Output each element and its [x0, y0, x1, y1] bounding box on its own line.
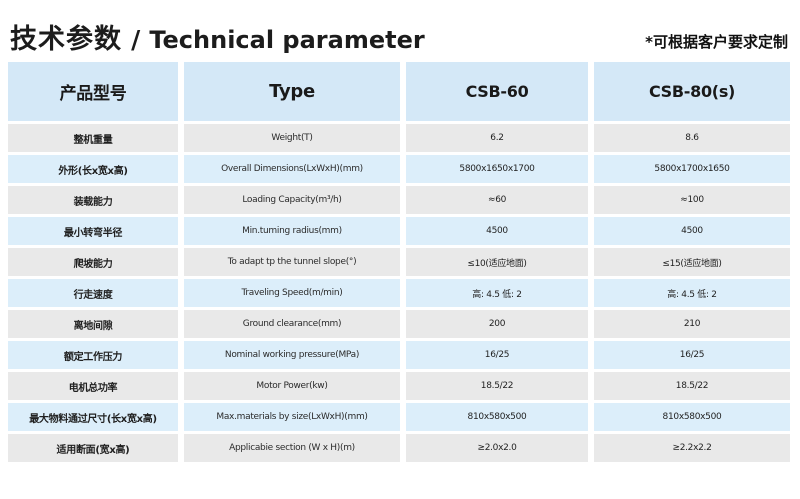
cell-parameter-name-cn: 离地间隙 — [8, 310, 178, 338]
cell-value-csb80: 210 — [594, 310, 790, 338]
table-header-row: 产品型号 Type CSB-60 CSB-80(s) — [8, 62, 790, 121]
cell-value-csb80: ≤15(适应地面) — [594, 248, 790, 276]
cell-parameter-name-en: Traveling Speed(m/min) — [184, 279, 400, 307]
page-header: 技术参数 / Technical parameter *可根据客户要求定制 — [0, 0, 800, 56]
table-row: 适用断面(宽x高) Applicabie section (W x H)(m) ≥2… — [8, 434, 790, 462]
cell-value-csb60: 18.5/22 — [406, 372, 588, 400]
cell-parameter-name-cn: 电机总功率 — [8, 372, 178, 400]
page-title-separator: / — [131, 25, 141, 54]
parameter-table: 产品型号 Type CSB-60 CSB-80(s) 整机重量 Weight(T)… — [0, 56, 800, 462]
cell-parameter-name-cn: 装载能力 — [8, 186, 178, 214]
cell-value-csb60: 6.2 — [406, 124, 588, 152]
cell-parameter-name-en: Motor Power(kw) — [184, 372, 400, 400]
page-title-cn: 技术参数 — [10, 24, 122, 55]
cell-parameter-name-en: To adapt tp the tunnel slope(°) — [184, 248, 400, 276]
cell-value-csb60: ≤10(适应地面) — [406, 248, 588, 276]
table-body: 整机重量 Weight(T) 6.2 8.6 外形(长x宽x高) Overall Dime… — [8, 124, 790, 462]
header-cell-type: Type — [184, 62, 400, 121]
table-row: 整机重量 Weight(T) 6.2 8.6 — [8, 124, 790, 152]
cell-value-csb80: 16/25 — [594, 341, 790, 369]
cell-value-csb60: ≥2.0x2.0 — [406, 434, 588, 462]
cell-parameter-name-en: Ground clearance(mm) — [184, 310, 400, 338]
cell-parameter-name-cn: 行走速度 — [8, 279, 178, 307]
table-row: 电机总功率 Motor Power(kw) 18.5/22 18.5/22 — [8, 372, 790, 400]
cell-value-csb60: 高: 4.5 低: 2 — [406, 279, 588, 307]
cell-parameter-name-cn: 额定工作压力 — [8, 341, 178, 369]
cell-value-csb60: ≈60 — [406, 186, 588, 214]
customization-note: *可根据客户要求定制 — [645, 33, 788, 51]
cell-value-csb60: 200 — [406, 310, 588, 338]
table-row: 爬坡能力 To adapt tp the tunnel slope(°) ≤10(适… — [8, 248, 790, 276]
cell-value-csb80: ≈100 — [594, 186, 790, 214]
table-row: 最小转弯半径 Min.tuming radius(mm) 4500 4500 — [8, 217, 790, 245]
table-row: 额定工作压力 Nominal working pressure(MPa) 16/25… — [8, 341, 790, 369]
header-cell-product-model: 产品型号 — [8, 62, 178, 121]
cell-value-csb60: 810x580x500 — [406, 403, 588, 431]
cell-value-csb80: 高: 4.5 低: 2 — [594, 279, 790, 307]
cell-parameter-name-cn: 整机重量 — [8, 124, 178, 152]
cell-parameter-name-cn: 最小转弯半径 — [8, 217, 178, 245]
cell-parameter-name-en: Nominal working pressure(MPa) — [184, 341, 400, 369]
cell-value-csb80: 18.5/22 — [594, 372, 790, 400]
cell-parameter-name-en: Min.tuming radius(mm) — [184, 217, 400, 245]
table-row: 离地间隙 Ground clearance(mm) 200 210 — [8, 310, 790, 338]
cell-parameter-name-en: Overall Dimensions(LxWxH)(mm) — [184, 155, 400, 183]
table-row: 行走速度 Traveling Speed(m/min) 高: 4.5 低: 2 高: … — [8, 279, 790, 307]
cell-value-csb80: 810x580x500 — [594, 403, 790, 431]
cell-parameter-name-cn: 适用断面(宽x高) — [8, 434, 178, 462]
cell-parameter-name-en: Loading Capacity(m³/h) — [184, 186, 400, 214]
table-row: 装载能力 Loading Capacity(m³/h) ≈60 ≈100 — [8, 186, 790, 214]
cell-parameter-name-cn: 外形(长x宽x高) — [8, 155, 178, 183]
cell-value-csb80: ≥2.2x2.2 — [594, 434, 790, 462]
cell-value-csb80: 5800x1700x1650 — [594, 155, 790, 183]
table-row: 最大物料通过尺寸(长x宽x高) Max.materials by size(LxW… — [8, 403, 790, 431]
cell-parameter-name-en: Max.materials by size(LxWxH)(mm) — [184, 403, 400, 431]
table-row: 外形(长x宽x高) Overall Dimensions(LxWxH)(mm) 58… — [8, 155, 790, 183]
cell-value-csb80: 4500 — [594, 217, 790, 245]
cell-value-csb60: 16/25 — [406, 341, 588, 369]
page-title: 技术参数 / Technical parameter — [10, 17, 425, 56]
page-title-en: Technical parameter — [149, 26, 425, 54]
cell-parameter-name-cn: 爬坡能力 — [8, 248, 178, 276]
header-cell-csb60: CSB-60 — [406, 62, 588, 121]
cell-parameter-name-en: Applicabie section (W x H)(m) — [184, 434, 400, 462]
cell-value-csb60: 5800x1650x1700 — [406, 155, 588, 183]
cell-value-csb60: 4500 — [406, 217, 588, 245]
header-cell-csb80: CSB-80(s) — [594, 62, 790, 121]
cell-value-csb80: 8.6 — [594, 124, 790, 152]
cell-parameter-name-cn: 最大物料通过尺寸(长x宽x高) — [8, 403, 178, 431]
cell-parameter-name-en: Weight(T) — [184, 124, 400, 152]
